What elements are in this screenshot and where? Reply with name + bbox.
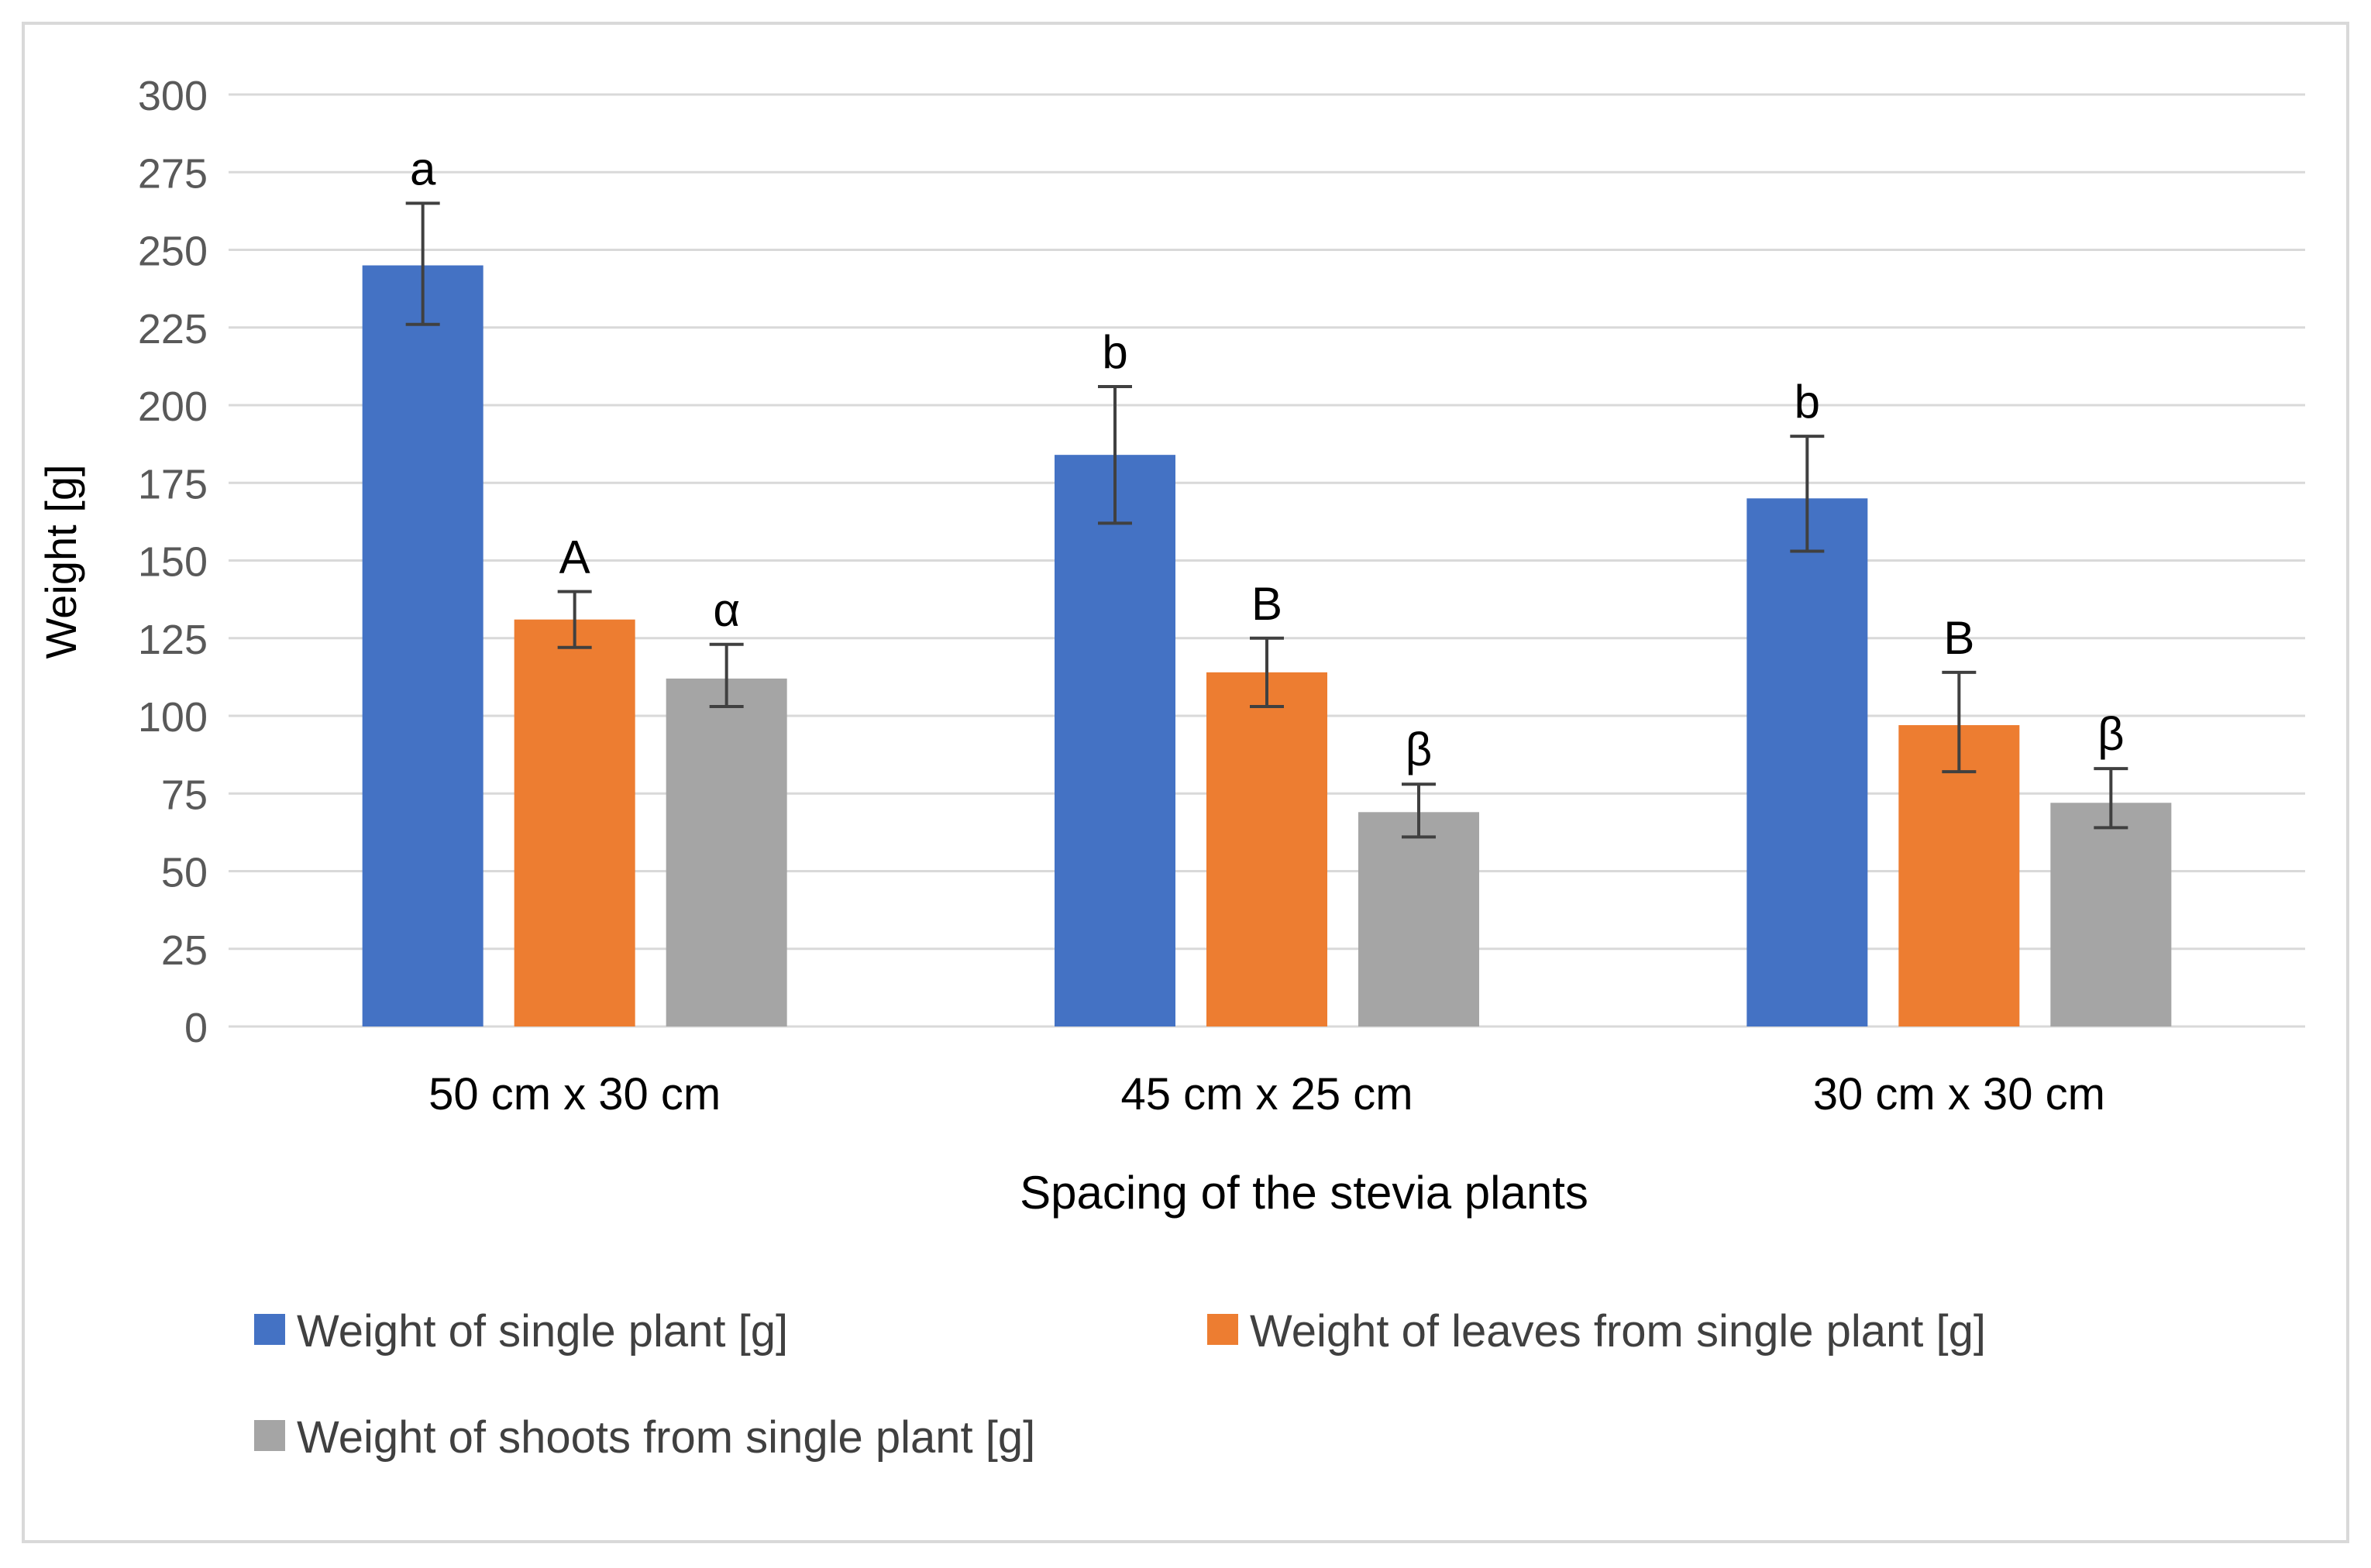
significance-label: β — [2097, 708, 2125, 760]
x-tick-label: 45 cm x 25 cm — [1120, 1069, 1413, 1119]
y-tick-label: 300 — [138, 73, 208, 119]
y-tick-label: 100 — [138, 694, 208, 741]
significance-label: α — [713, 584, 740, 636]
y-tick-label: 125 — [138, 617, 208, 663]
legend: Weight of single plant [g] Weight of leav… — [254, 1306, 1986, 1463]
significance-label: b — [1795, 376, 1820, 428]
legend-swatch — [1207, 1314, 1238, 1345]
significance-label: b — [1102, 326, 1127, 378]
bar — [1358, 812, 1479, 1026]
bar — [1206, 672, 1327, 1026]
bar — [514, 619, 635, 1026]
bars — [362, 265, 2172, 1026]
x-tick-label: 50 cm x 30 cm — [428, 1069, 721, 1119]
significance-labels: a Aα b Bβ b Bβ — [410, 143, 2125, 775]
legend-swatch — [254, 1420, 285, 1451]
bar — [1746, 498, 1868, 1026]
y-tick-label: 175 — [138, 461, 208, 507]
significance-label: a — [410, 143, 436, 194]
bar — [1055, 455, 1175, 1026]
legend-label: Weight of single plant [g] — [297, 1306, 788, 1357]
x-axis-ticks: 50 cm x 30 cm 45 cm x 25 cm 30 cm x 30 cm — [428, 1069, 2105, 1119]
bar — [362, 265, 483, 1026]
legend-swatch — [254, 1314, 285, 1345]
bar — [1898, 725, 2020, 1026]
bar — [666, 678, 787, 1026]
y-tick-label: 150 — [138, 539, 208, 586]
y-axis-ticks: 0 25 50 75 100 125 150 175 200 225 250 275 300 — [138, 73, 208, 1051]
error-bars — [405, 201, 2128, 839]
y-tick-label: 250 — [138, 229, 208, 275]
significance-label: A — [559, 531, 590, 583]
y-tick-label: 25 — [161, 927, 208, 974]
y-tick-label: 0 — [184, 1005, 208, 1051]
y-tick-label: 50 — [161, 850, 208, 896]
y-tick-label: 200 — [138, 383, 208, 430]
significance-label: B — [1943, 612, 1974, 664]
y-tick-label: 75 — [161, 772, 208, 818]
y-tick-label: 225 — [138, 306, 208, 352]
x-axis-title: Spacing of the stevia plants — [1020, 1167, 1588, 1219]
significance-label: β — [1406, 724, 1433, 775]
bar — [2050, 803, 2172, 1026]
significance-label: B — [1251, 578, 1282, 630]
legend-label: Weight of shoots from single plant [g] — [297, 1412, 1035, 1463]
x-tick-label: 30 cm x 30 cm — [1813, 1069, 2105, 1119]
y-tick-label: 275 — [138, 150, 208, 197]
legend-label: Weight of leaves from single plant [g] — [1250, 1306, 1986, 1357]
y-axis-title: Weight [g] — [36, 464, 85, 658]
